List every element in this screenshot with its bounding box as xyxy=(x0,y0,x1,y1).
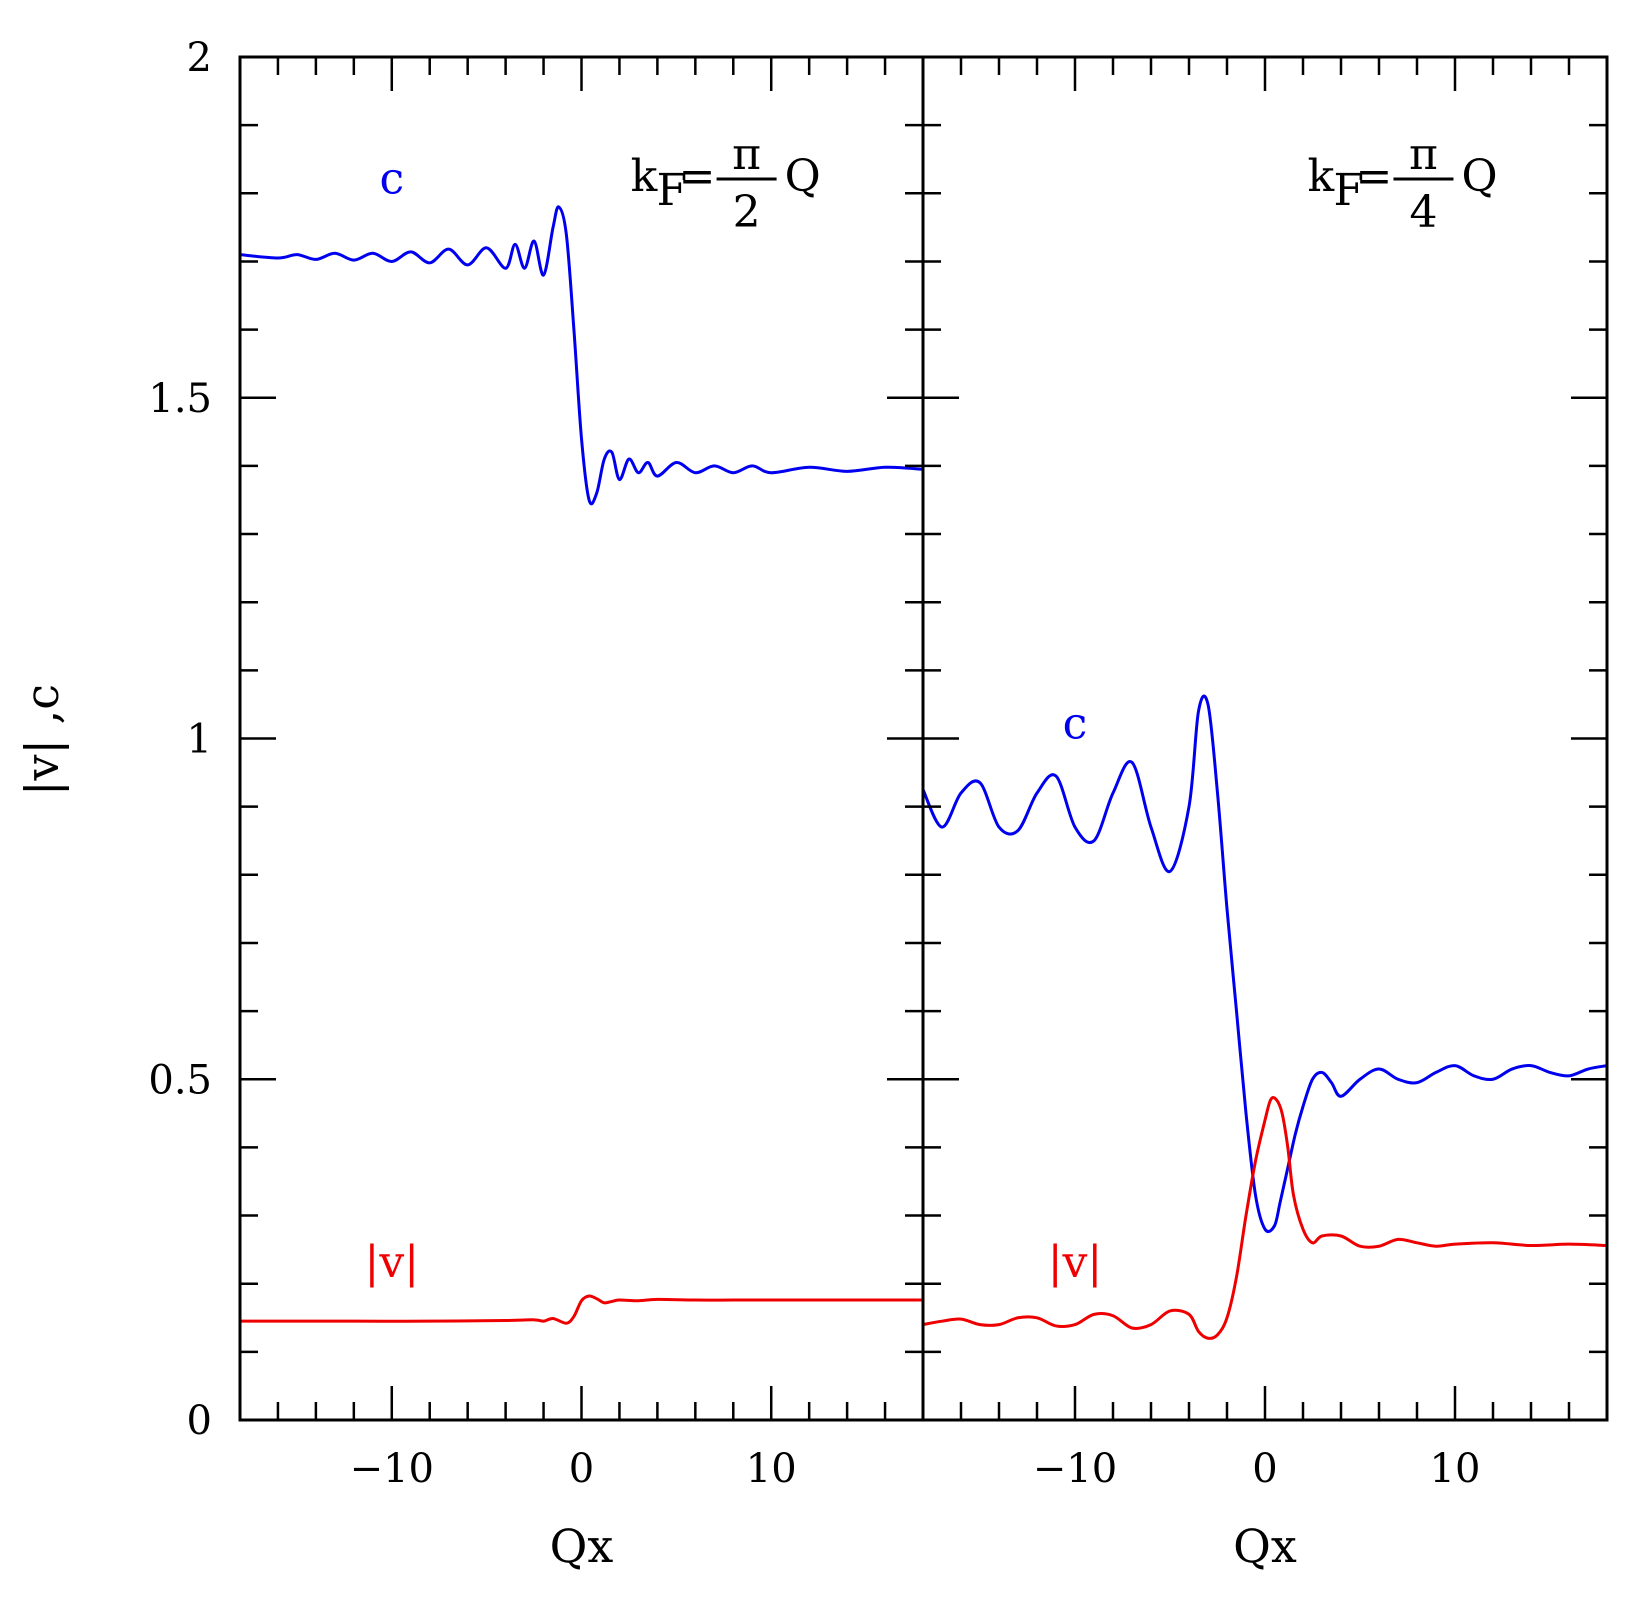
y-axis-title: |v| ,c xyxy=(15,684,69,796)
y-tick-label: 0.5 xyxy=(148,1057,212,1103)
x-tick-label: 10 xyxy=(746,1446,797,1492)
series-label-v: |v| xyxy=(1048,1237,1103,1288)
left-panel-curves xyxy=(240,205,923,1325)
right-panel-frame xyxy=(921,55,1609,1422)
left-panel-frame xyxy=(238,55,925,1422)
series-label-c: c xyxy=(1063,699,1088,750)
x-tick-label: 0 xyxy=(569,1446,594,1492)
panel-label-numerator: π xyxy=(732,129,761,180)
panel-label-eq: = xyxy=(679,151,716,202)
right-panel-ticks xyxy=(923,57,1607,1420)
series-line-v xyxy=(240,1294,923,1325)
panel-label-q: Q xyxy=(1461,151,1497,202)
series-line-c xyxy=(240,205,923,506)
panel-label-k: k xyxy=(631,151,658,202)
series-label-v: |v| xyxy=(365,1237,420,1288)
y-tick-label: 1 xyxy=(187,717,212,763)
panel-label-k: k xyxy=(1307,151,1334,202)
panel-label: k F= π 2Q xyxy=(631,129,821,238)
y-tick-label: 1.5 xyxy=(148,376,212,422)
right-panel: −10 0 10 Qx c |v| k F= π 4Q xyxy=(921,55,1609,1573)
right-panel-curves xyxy=(923,694,1607,1340)
series-label-c: c xyxy=(379,153,404,204)
x-tick-label: −10 xyxy=(1033,1446,1117,1492)
panel-label-eq: = xyxy=(1355,151,1392,202)
x-axis-title: Qx xyxy=(1233,1519,1297,1573)
panel-label-numerator: π xyxy=(1409,129,1438,180)
panel-label-q: Q xyxy=(785,151,821,202)
panel-label-sub: F xyxy=(657,165,688,216)
series-line-v xyxy=(923,1096,1607,1340)
y-tick-label: 0 xyxy=(187,1398,212,1444)
right-panel-labels: −10 0 10 Qx c |v| k F= π 4Q xyxy=(1033,129,1498,1573)
x-axis-title: Qx xyxy=(550,1519,614,1573)
y-tick-label: 2 xyxy=(187,35,212,81)
left-panel-ticks xyxy=(240,57,923,1420)
x-tick-label: −10 xyxy=(350,1446,434,1492)
series-line-c xyxy=(923,694,1607,1234)
panel-label: k F= π 4Q xyxy=(1307,129,1497,238)
x-tick-label: 10 xyxy=(1430,1446,1481,1492)
x-tick-label: 0 xyxy=(1252,1446,1277,1492)
panel-label-denominator: 4 xyxy=(1409,187,1437,238)
panel-label-denominator: 2 xyxy=(733,187,761,238)
panel-label-sub: F xyxy=(1333,165,1364,216)
